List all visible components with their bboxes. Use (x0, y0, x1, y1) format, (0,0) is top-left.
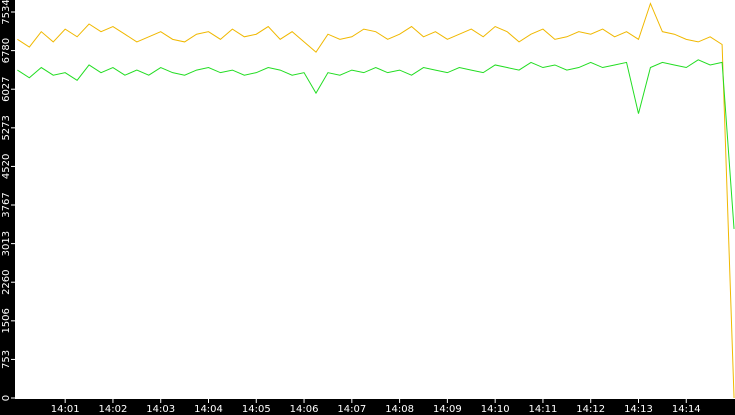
y-tick-label: 3767 (1, 192, 12, 217)
y-tick-label: 1506 (1, 308, 12, 333)
plot-area (15, 0, 735, 399)
y-tick-label: 3013 (1, 231, 12, 256)
x-tick-label: 14:08 (385, 404, 414, 415)
y-tick-label: 7534 (1, 0, 12, 25)
x-tick-label: 14:07 (337, 404, 366, 415)
y-tick-label: 6027 (1, 76, 12, 101)
x-tick-label: 14:03 (146, 404, 175, 415)
series-line (17, 2, 735, 399)
y-tick-label: 0 (1, 395, 12, 401)
y-tick-label: 5273 (1, 115, 12, 140)
y-tick-label: 4520 (1, 154, 12, 179)
x-tick-label: 14:14 (672, 404, 701, 415)
x-tick-label: 14:01 (51, 404, 80, 415)
x-tick-label: 14:09 (433, 404, 462, 415)
x-tick-label: 14:05 (242, 404, 271, 415)
y-tick-label: 2260 (1, 269, 12, 294)
y-tick-label: 753 (1, 350, 12, 369)
x-tick-label: 14:06 (290, 404, 319, 415)
x-tick-label: 14:12 (576, 404, 605, 415)
x-tick-label: 14:02 (99, 404, 128, 415)
y-tick-label: 6780 (1, 38, 12, 63)
x-tick-label: 14:13 (624, 404, 653, 415)
x-tick-label: 14:04 (194, 404, 223, 415)
series-line (17, 59, 735, 229)
x-tick-label: 14:10 (481, 404, 510, 415)
x-tick-label: 14:11 (529, 404, 558, 415)
